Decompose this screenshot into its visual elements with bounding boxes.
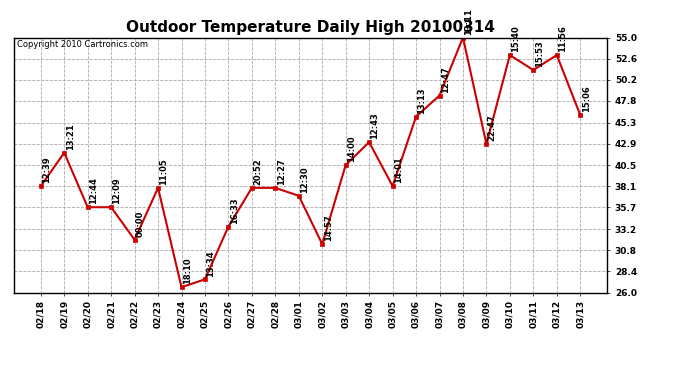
Text: 12:30: 12:30 — [300, 166, 309, 193]
Text: 11:05: 11:05 — [159, 158, 168, 185]
Text: 14:00: 14:00 — [347, 136, 356, 162]
Title: Outdoor Temperature Daily High 20100314: Outdoor Temperature Daily High 20100314 — [126, 20, 495, 35]
Text: 13:34: 13:34 — [206, 250, 215, 276]
Text: 14:01: 14:01 — [394, 157, 403, 183]
Text: 12:47: 12:47 — [441, 66, 450, 93]
Text: 13:21: 13:21 — [66, 123, 75, 150]
Text: 11:56: 11:56 — [558, 26, 567, 52]
Text: 12:39: 12:39 — [42, 157, 51, 183]
Text: 16:33: 16:33 — [230, 197, 239, 224]
Text: 20:52: 20:52 — [253, 158, 262, 185]
Text: 13:11: 13:11 — [464, 8, 473, 35]
Text: 14:57: 14:57 — [324, 214, 333, 242]
Text: 12:27: 12:27 — [277, 158, 286, 185]
Text: 22:47: 22:47 — [488, 114, 497, 141]
Text: 00:00: 00:00 — [136, 211, 145, 237]
Text: Copyright 2010 Cartronics.com: Copyright 2010 Cartronics.com — [17, 40, 148, 49]
Text: 15:53: 15:53 — [535, 40, 544, 67]
Text: 12:43: 12:43 — [371, 112, 380, 140]
Text: 13:13: 13:13 — [417, 87, 426, 114]
Text: 12:44: 12:44 — [89, 177, 98, 204]
Text: 15:40: 15:40 — [511, 26, 520, 52]
Text: 18:10: 18:10 — [183, 258, 192, 285]
Text: 12:09: 12:09 — [112, 178, 121, 204]
Text: 15:06: 15:06 — [582, 86, 591, 112]
